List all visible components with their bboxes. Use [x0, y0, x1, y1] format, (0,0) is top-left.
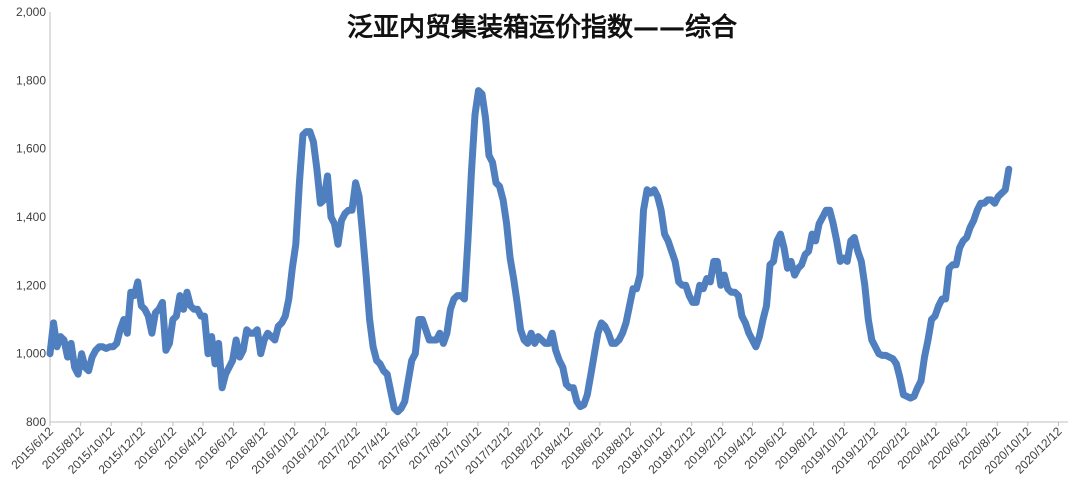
y-tick-label: 2,000 — [16, 5, 46, 19]
y-tick-label: 1,000 — [16, 347, 46, 361]
y-tick-label: 1,600 — [16, 142, 46, 156]
y-axis-ticks: 2,000 1,800 1,600 1,400 1,200 1,000 800 — [16, 5, 46, 429]
series-group — [46, 87, 1013, 416]
y-tick-label: 1,200 — [16, 278, 46, 292]
chart-title: 泛亚内贸集装箱运价指数——综合 — [347, 12, 738, 43]
x-axis-ticks: 2015/6/122015/8/122015/10/122015/12/1220… — [8, 422, 1065, 477]
y-tick-label: 800 — [26, 415, 46, 429]
series-line-0 — [46, 87, 1013, 416]
y-tick-label: 1,400 — [16, 210, 46, 224]
y-tick-label: 1,800 — [16, 73, 46, 87]
